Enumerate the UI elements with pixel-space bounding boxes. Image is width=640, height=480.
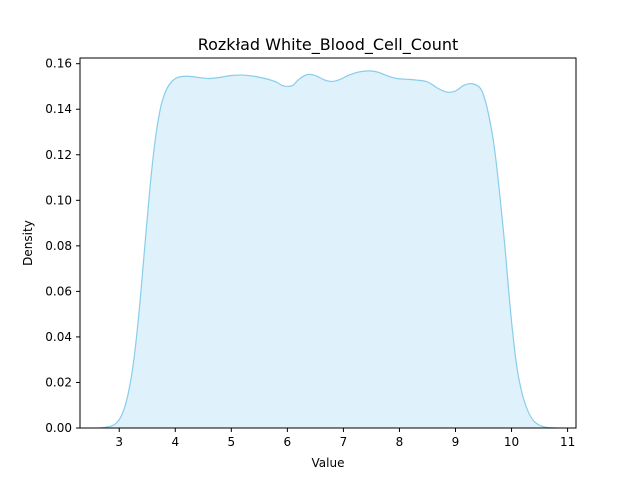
y-axis-label: Density	[21, 220, 35, 266]
x-tick-label: 4	[171, 435, 179, 449]
density-fill-area	[99, 70, 557, 428]
y-tick-label: 0.14	[45, 102, 72, 116]
x-tick-label: 9	[452, 435, 460, 449]
x-axis: 3 4 5 6 7 8 9 10 11	[115, 428, 575, 449]
x-axis-label: Value	[312, 456, 345, 470]
x-tick-label: 10	[504, 435, 519, 449]
x-tick-label: 7	[340, 435, 348, 449]
plot-area	[99, 70, 557, 429]
y-tick-label: 0.10	[45, 193, 72, 207]
y-tick-label: 0.00	[45, 421, 72, 435]
x-tick-label: 6	[284, 435, 292, 449]
y-axis: 0.00 0.02 0.04 0.06 0.08 0.10 0.12 0.14 0.16	[45, 57, 80, 435]
x-tick-label: 8	[396, 435, 404, 449]
y-tick-label: 0.16	[45, 57, 72, 71]
x-tick-label: 3	[115, 435, 123, 449]
chart-title: Rozkład White_Blood_Cell_Count	[198, 35, 459, 55]
y-tick-label: 0.02	[45, 375, 72, 389]
y-tick-label: 0.08	[45, 239, 72, 253]
axes-frame	[79, 57, 577, 429]
x-tick-label: 11	[560, 435, 575, 449]
y-tick-label: 0.04	[45, 330, 72, 344]
y-tick-label: 0.06	[45, 284, 72, 298]
density-series-line	[99, 70, 557, 429]
y-tick-label: 0.12	[45, 148, 72, 162]
x-tick-label: 5	[228, 435, 236, 449]
